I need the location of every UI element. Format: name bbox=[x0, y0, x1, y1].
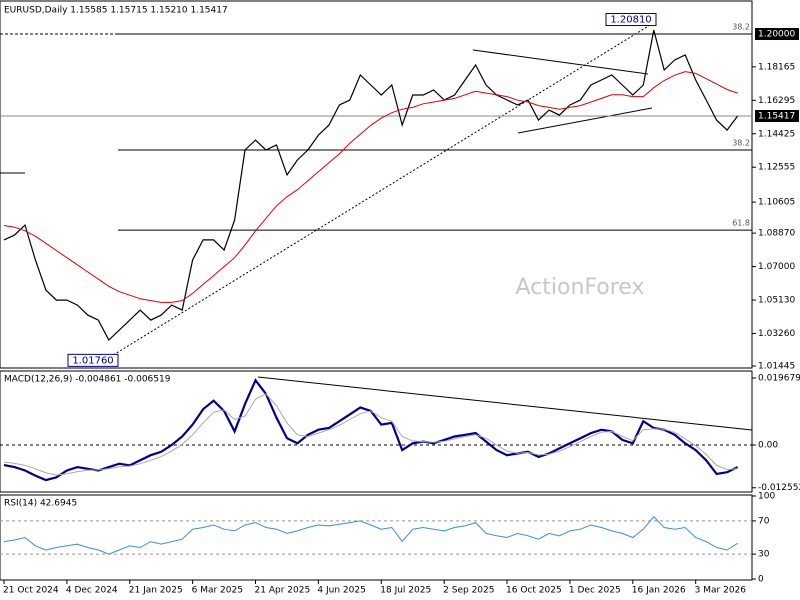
extreme-label: 1.20810 bbox=[610, 15, 651, 26]
y-tick-label: 1.07000 bbox=[758, 262, 795, 272]
x-tick-label: 21 Jan 2025 bbox=[129, 586, 183, 596]
x-tick-label: 3 Mar 2026 bbox=[695, 586, 747, 596]
y-tick-label: 1.14425 bbox=[758, 129, 795, 139]
panel-title: EURUSD,Daily 1.15585 1.15715 1.15210 1.1… bbox=[4, 6, 228, 16]
y-tick-label: 0.019679 bbox=[758, 373, 800, 383]
trend-line bbox=[109, 21, 656, 358]
triangle-line bbox=[517, 107, 653, 134]
x-tick-label: 16 Jan 2026 bbox=[632, 586, 686, 596]
y-tick-label: 0 bbox=[758, 575, 764, 585]
y-tick-label: 1.08870 bbox=[758, 229, 795, 239]
x-tick-label: 1 Dec 2025 bbox=[569, 586, 621, 596]
rsi-panel bbox=[0, 494, 753, 581]
y-tick-label: 1.12555 bbox=[758, 163, 795, 173]
watermark: ActionForex bbox=[516, 275, 645, 300]
y-tick-label: 70 bbox=[758, 516, 770, 526]
macd-trend-line bbox=[257, 376, 753, 431]
y-tick-label: -0.012552 bbox=[758, 483, 800, 493]
series-line bbox=[3, 29, 739, 341]
x-tick-label: 4 Jun 2025 bbox=[317, 586, 365, 596]
x-tick-label: 21 Oct 2024 bbox=[3, 586, 59, 596]
price-box-label: 1.20000 bbox=[758, 30, 795, 40]
macd-panel bbox=[0, 370, 753, 493]
y-tick-label: 0.00 bbox=[758, 441, 778, 451]
series-line bbox=[3, 378, 739, 482]
extreme-box bbox=[67, 353, 119, 367]
price-box bbox=[755, 110, 799, 123]
fib-label: 61.8 bbox=[732, 219, 750, 228]
x-tick-label: 6 Mar 2025 bbox=[192, 586, 243, 596]
y-tick-label: 1.05130 bbox=[758, 296, 795, 306]
price-panel bbox=[0, 0, 753, 369]
series-line bbox=[3, 516, 738, 555]
y-tick-label: 30 bbox=[758, 550, 770, 560]
price-box-label: 1.15417 bbox=[758, 112, 795, 122]
y-tick-label: 1.16295 bbox=[758, 96, 795, 106]
y-tick-label: 1.18165 bbox=[758, 62, 795, 72]
fib-label: 38.2 bbox=[732, 23, 750, 32]
extreme-box bbox=[605, 13, 657, 27]
triangle-line bbox=[472, 49, 649, 75]
series-line bbox=[3, 393, 738, 476]
x-tick-label: 21 Apr 2025 bbox=[255, 586, 311, 596]
price-box bbox=[755, 28, 799, 41]
series-line bbox=[3, 71, 738, 303]
y-tick-label: 1.01445 bbox=[758, 361, 795, 371]
y-tick-label: 1.03260 bbox=[758, 329, 795, 339]
x-tick-label: 4 Dec 2024 bbox=[66, 586, 118, 596]
x-tick-label: 18 Jul 2025 bbox=[380, 586, 431, 596]
panel-title: MACD(12,26,9) -0.004861 -0.006519 bbox=[4, 375, 171, 385]
extreme-label: 1.01760 bbox=[72, 355, 113, 366]
panel-title: RSI(14) 42.6945 bbox=[4, 499, 77, 509]
x-tick-label: 2 Sep 2025 bbox=[443, 586, 494, 596]
y-tick-label: 1.10605 bbox=[758, 198, 795, 208]
y-tick-label: 100 bbox=[758, 492, 775, 502]
x-tick-label: 16 Oct 2025 bbox=[506, 586, 562, 596]
fib-label: 38.2 bbox=[732, 138, 750, 147]
